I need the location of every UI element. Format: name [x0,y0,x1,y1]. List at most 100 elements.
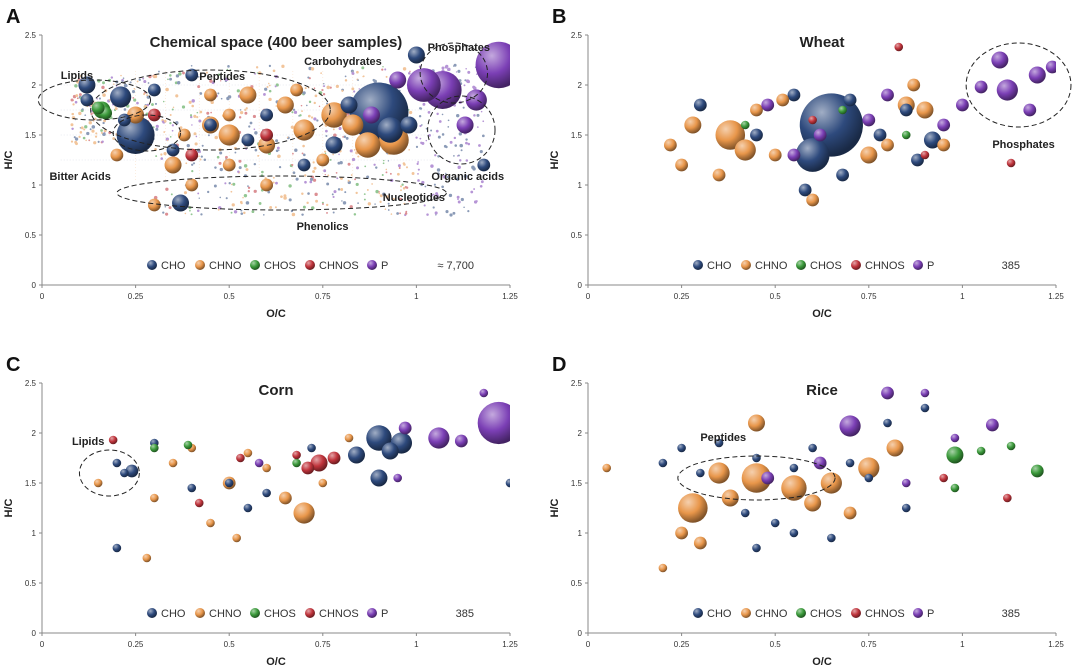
annotation-ellipse [90,69,331,151]
x-tick-label: 1 [414,640,419,649]
texture-point [258,202,262,205]
legend-marker-cho [147,260,157,270]
legend-marker-p [913,260,923,270]
texture-point [281,64,285,68]
texture-point [169,136,172,138]
texture-point [422,102,426,106]
data-point-p [393,473,402,483]
texture-point [240,209,243,212]
data-point-chno [164,156,182,174]
data-point-chno [768,148,782,162]
texture-point [345,136,349,140]
data-point-chno [318,478,328,488]
legend-label: CHO [161,260,186,272]
texture-point [408,199,411,202]
texture-point [233,210,238,214]
legend-label: P [381,260,388,272]
texture-point [291,111,294,114]
legend-label: CHNOS [319,260,359,272]
texture-point [323,169,327,173]
x-tick-label: 0.25 [128,640,144,649]
data-point-p [454,434,468,448]
data-point-p [813,128,827,142]
data-point-chno [342,114,364,136]
data-point-cho [920,403,930,413]
texture-point [332,211,335,214]
texture-point [434,154,437,157]
texture-point [436,168,441,172]
data-point-cho [505,478,510,488]
legend-marker-chnos [851,608,861,618]
texture-point [357,202,359,205]
data-point-chno [232,533,241,543]
texture-point [299,114,302,117]
texture-point [178,72,182,76]
data-point-cho [117,113,131,127]
texture-point [88,121,92,125]
plot-area [602,386,1044,573]
texture-point [254,72,256,75]
legend-label: CHO [707,608,732,620]
texture-point [225,77,229,82]
texture-point [457,69,461,73]
data-point-p [475,41,510,89]
texture-point [72,103,75,106]
texture-point [454,144,458,147]
texture-point [244,111,248,115]
legend-item-cho: CHO [147,260,186,272]
data-point-chno [658,563,668,573]
data-point-chnos [1003,493,1012,503]
texture-point [456,155,459,157]
data-point-chno [127,106,145,124]
texture-point [254,131,258,135]
data-point-chnos [185,148,199,162]
texture-point [209,79,213,83]
texture-point [355,182,359,187]
texture-point [189,114,193,117]
data-point-cho [696,468,705,478]
texture-point [168,206,172,210]
texture-point [387,160,390,162]
texture-point [373,163,376,166]
annotation-label: Nucleotides [383,192,445,204]
texture-point [123,108,127,111]
legend-label: CHNO [209,260,242,272]
texture-point [238,166,242,170]
texture-point [245,168,249,172]
texture-point [455,71,458,73]
texture-point [349,205,353,209]
legend-item-chnos: CHNOS [851,260,905,272]
texture-point [153,74,158,79]
x-tick-label: 0.75 [315,292,331,301]
data-point-chno [734,139,756,161]
texture-point [191,124,193,126]
data-point-chno [858,457,880,479]
data-point-chno [678,493,708,523]
data-point-chno [750,103,763,117]
texture-point [441,66,445,70]
legend-label: P [381,608,388,620]
texture-point [89,128,92,131]
texture-point [326,211,328,214]
texture-point [136,101,139,105]
annotation-label: Peptides [199,71,245,83]
texture-point [465,138,468,141]
texture-point [338,153,340,156]
texture-point [362,75,364,78]
annotation-label: Peptides [700,432,746,444]
legend-label: CHOS [264,260,296,272]
data-point-chno [93,478,103,488]
texture-point [321,88,324,92]
data-point-p [862,113,876,127]
texture-point [417,179,420,182]
texture-point [196,116,199,119]
legend-label: CHOS [810,260,842,272]
data-point-cho [112,543,122,553]
texture-point [245,107,248,110]
texture-point [465,141,468,145]
texture-point [253,162,257,166]
texture-point [268,84,271,87]
texture-point [185,162,188,165]
texture-point [165,87,169,92]
texture-point [382,192,386,196]
